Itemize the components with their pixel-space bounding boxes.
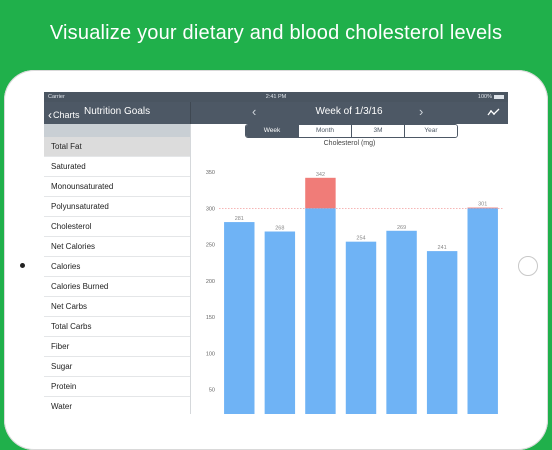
chevron-right-icon[interactable]: ›: [419, 104, 424, 119]
chart-title: Cholesterol (mg): [323, 140, 376, 147]
nav-left-title: Nutrition Goals: [84, 106, 151, 117]
sidebar-item[interactable]: Saturated: [44, 157, 190, 177]
y-tick-label: 100: [206, 351, 215, 357]
sidebar-item[interactable]: Calories Burned: [44, 277, 190, 297]
chart-bar-over-goal[interactable]: [305, 177, 336, 209]
bar-value-label: 254: [356, 236, 365, 242]
bar-value-label: 281: [235, 216, 244, 222]
bar-value-label: 241: [438, 245, 447, 251]
chart-pane: Week Month 3M Year Cholesterol (mg) 50 100 15…: [191, 124, 508, 414]
week-title: Week of 1/3/16: [315, 106, 383, 117]
trend-line-icon[interactable]: [487, 108, 500, 117]
back-button[interactable]: ‹Charts: [48, 107, 80, 122]
y-tick-label: 150: [206, 315, 215, 321]
sidebar-item[interactable]: Total Fat: [44, 137, 190, 157]
nutrient-list: Total Fat Saturated Monounsaturated Polyuns…: [44, 124, 191, 414]
cholesterol-bar-chart: 50 100 150 200 250 300 350 281 268 342 254 269 241 30…: [206, 170, 503, 414]
range-segmented-control: Week Month 3M Year: [245, 124, 458, 138]
headline: Visualize your dietary and blood cholest…: [49, 22, 503, 44]
battery-indicator: 100%: [478, 94, 504, 100]
sidebar-item[interactable]: Water: [44, 397, 190, 414]
chart-bar[interactable]: [264, 231, 296, 414]
back-button-label: Charts: [53, 110, 80, 120]
sidebar-header: [44, 124, 190, 137]
segment-month[interactable]: Month: [298, 125, 351, 137]
chart-bar[interactable]: [345, 241, 377, 414]
sidebar-item[interactable]: Cholesterol: [44, 217, 190, 237]
bar-value-label: 342: [316, 172, 325, 178]
app-screen: Carrier 2:41 PM 100% ‹Charts Nutrition G…: [44, 92, 508, 414]
battery-icon: [494, 94, 504, 99]
y-tick-label: 300: [206, 206, 215, 212]
nav-bar: ‹Charts Nutrition Goals ‹ Week of 1/3/16…: [44, 102, 508, 124]
chevron-left-icon: ‹: [48, 108, 52, 122]
y-tick-label: 350: [206, 170, 215, 176]
sidebar-item[interactable]: Fiber: [44, 337, 190, 357]
sidebar-item[interactable]: Monounsaturated: [44, 177, 190, 197]
camera-dot: [20, 263, 25, 268]
chart-bar-over-goal[interactable]: [467, 207, 498, 209]
y-tick-label: 250: [206, 243, 215, 249]
battery-percent: 100%: [477, 94, 492, 100]
sidebar-item[interactable]: Protein: [44, 377, 190, 397]
segment-3m[interactable]: 3M: [351, 125, 404, 137]
bar-value-label: 268: [275, 226, 284, 232]
chart-bar[interactable]: [224, 222, 255, 414]
segment-week[interactable]: Week: [246, 125, 298, 137]
chart-bar[interactable]: [386, 230, 417, 414]
chart-bar[interactable]: [467, 208, 498, 414]
sidebar-item[interactable]: Sugar: [44, 357, 190, 377]
chart-bar[interactable]: [305, 208, 336, 414]
segment-year[interactable]: Year: [404, 125, 457, 137]
sidebar-item[interactable]: Calories: [44, 257, 190, 277]
status-bar: Carrier 2:41 PM 100%: [44, 92, 508, 102]
sidebar-item[interactable]: Net Carbs: [44, 297, 190, 317]
bar-value-label: 269: [397, 225, 406, 231]
y-tick-label: 50: [209, 388, 215, 394]
carrier-label: Carrier: [48, 94, 65, 100]
nav-left-pane: ‹Charts Nutrition Goals: [44, 102, 191, 124]
status-time: 2:41 PM: [265, 94, 287, 100]
sidebar-item[interactable]: Total Carbs: [44, 317, 190, 337]
sidebar-item[interactable]: Polyunsaturated: [44, 197, 190, 217]
chevron-left-icon[interactable]: ‹: [252, 104, 257, 119]
y-tick-label: 200: [206, 279, 215, 285]
sidebar-item[interactable]: Net Calories: [44, 237, 190, 257]
home-button[interactable]: [518, 256, 538, 276]
chart-bar[interactable]: [426, 251, 458, 414]
bar-value-label: 301: [478, 202, 487, 208]
